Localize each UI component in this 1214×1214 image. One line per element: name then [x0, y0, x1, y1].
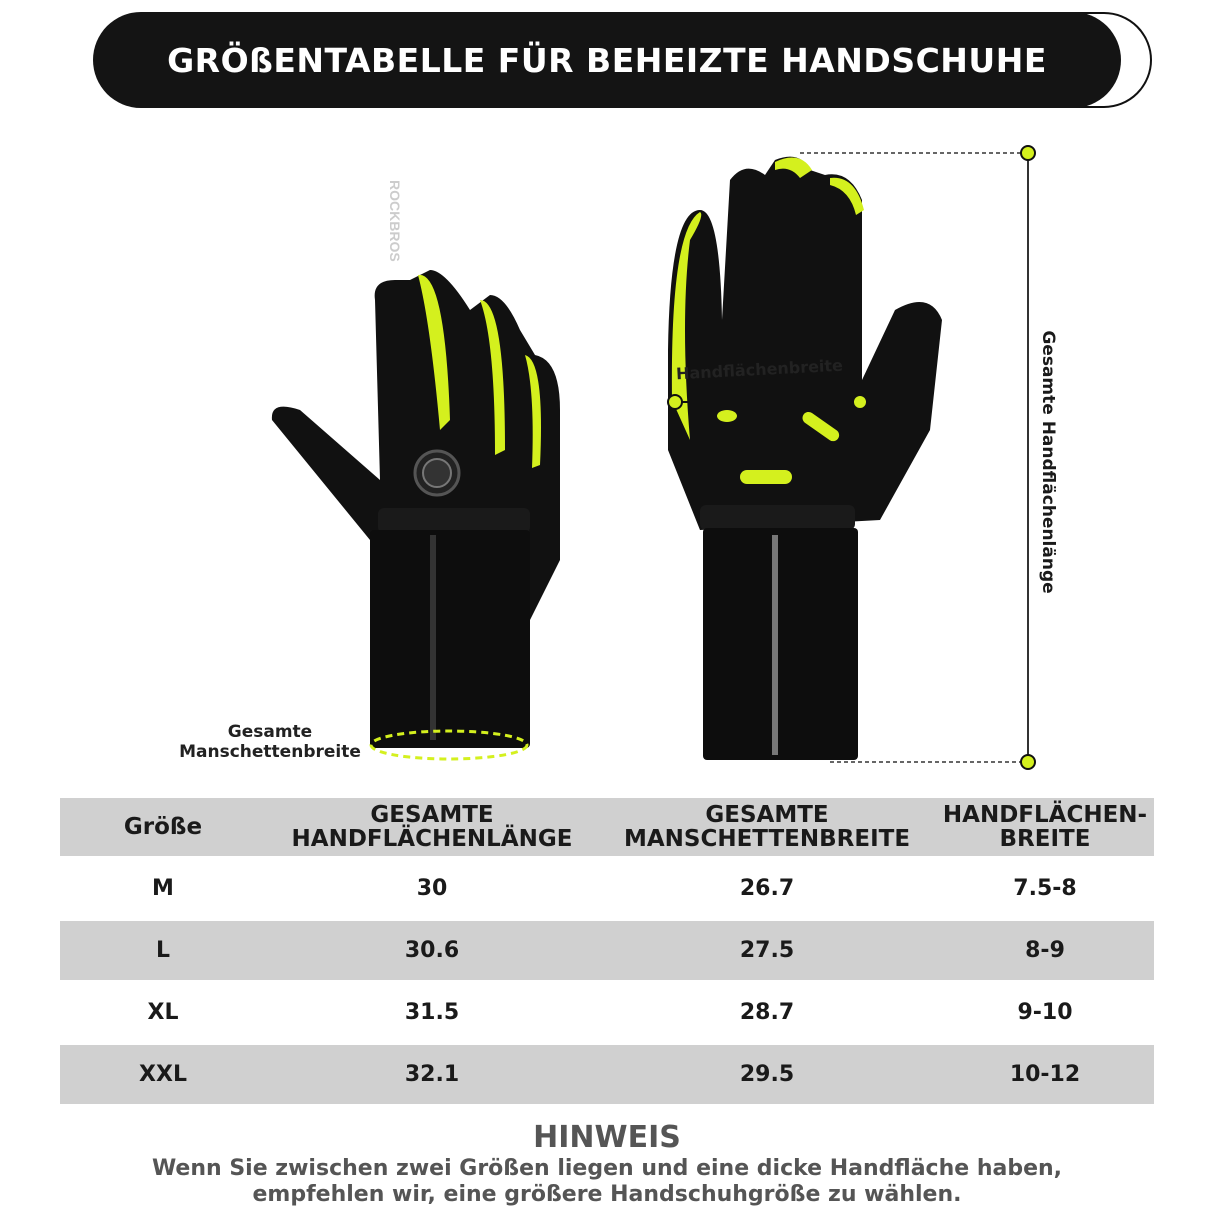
note-text: Wenn Sie zwischen zwei Größen liegen und… [151, 1156, 1063, 1207]
glove-palm-image [668, 156, 942, 760]
cell-length: 30 [416, 876, 448, 901]
table-row: XL 31.5 28.7 9-10 [60, 983, 1154, 1042]
header-size: Größe [60, 798, 266, 856]
table-header-row: Größe GESAMTE HANDFLÄCHENLÄNGE GESAMTE M… [60, 798, 1154, 856]
size-table: Größe GESAMTE HANDFLÄCHENLÄNGE GESAMTE M… [60, 795, 1154, 1107]
cell-size: M [152, 876, 174, 901]
cell-cuff: 29.5 [598, 1045, 936, 1104]
cell-palm: 10-12 [936, 1045, 1154, 1104]
cell-cuff: 28.7 [739, 1000, 795, 1025]
header-cuff: GESAMTE MANSCHETTENBREITE [598, 798, 936, 856]
header-length: GESAMTE HANDFLÄCHENLÄNGE [266, 798, 598, 856]
cell-palm: 8-9 [936, 921, 1154, 980]
note-title: HINWEIS [533, 1120, 681, 1155]
cell-length: 30.6 [266, 921, 598, 980]
cell-size: XL [147, 1000, 179, 1025]
brand-logo: ROCKBROS [387, 180, 403, 262]
table-row: XXL 32.1 29.5 10-12 [60, 1045, 1154, 1104]
cell-size: XXL [60, 1045, 266, 1104]
cell-length: 31.5 [404, 1000, 460, 1025]
cell-cuff: 27.5 [598, 921, 936, 980]
header-palm: HANDFLÄCHEN- BREITE [936, 798, 1154, 856]
cell-size: L [60, 921, 266, 980]
total-length-label: Gesamte Handflächenlänge [1038, 330, 1058, 594]
table-row: M 30 26.7 7.5-8 [60, 859, 1154, 918]
cuff-width-label-1: Gesamte [227, 722, 313, 742]
table-row: L 30.6 27.5 8-9 [60, 921, 1154, 980]
cell-palm: 9-10 [1017, 1000, 1073, 1025]
cuff-width-label-2: Manschettenbreite [179, 742, 361, 762]
glove-illustration: ROCKBROS [271, 145, 1036, 770]
page-title: GRÖßENTABELLE FÜR BEHEIZTE HANDSCHUHE [93, 12, 1121, 108]
cell-cuff: 26.7 [739, 876, 795, 901]
cell-palm: 7.5-8 [1013, 876, 1077, 901]
cell-length: 32.1 [266, 1045, 598, 1104]
glove-back-image: ROCKBROS [271, 180, 560, 761]
